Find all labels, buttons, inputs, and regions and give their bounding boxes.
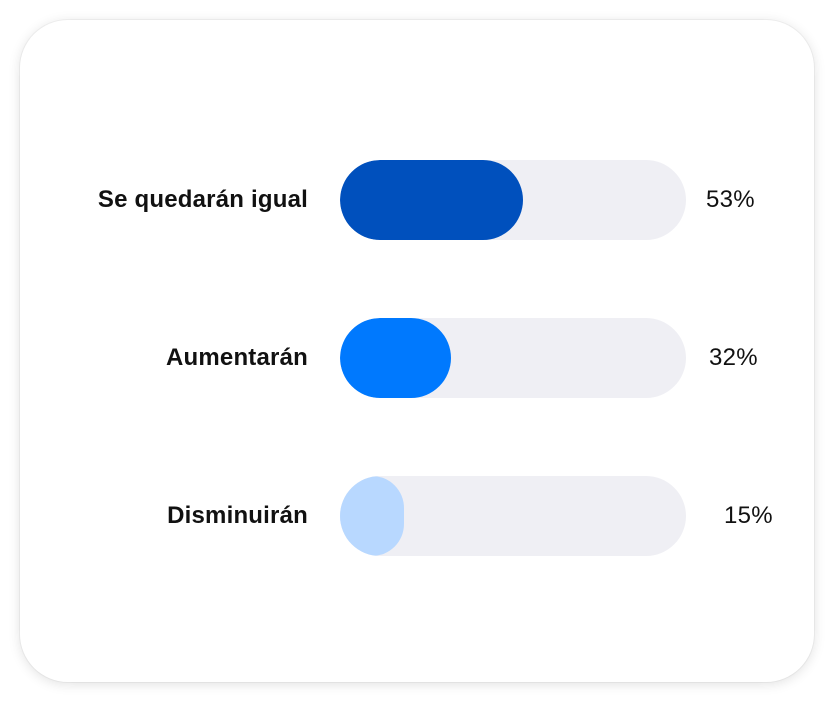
bar-row-disminuiran: Disminuirán 15% — [20, 476, 814, 556]
bar-value-label: 32% — [709, 344, 758, 371]
bar-track — [340, 160, 686, 240]
bar-label: Se quedarán igual — [97, 186, 308, 213]
bar-value-label: 15% — [724, 502, 773, 529]
bar-label: Aumentarán — [165, 344, 308, 371]
bar-value-label: 53% — [706, 186, 755, 213]
bar-fill — [340, 476, 404, 556]
bar-fill — [340, 318, 451, 398]
bar-track — [340, 476, 686, 556]
bar-fill — [340, 160, 524, 240]
bar-row-se-quedaran-igual: Se quedarán igual 53% — [20, 160, 814, 240]
bar-track — [340, 318, 686, 398]
bar-label: Disminuirán — [167, 502, 308, 529]
chart-card: Se quedarán igual 53% Aumentarán 32% Dis… — [20, 20, 814, 682]
bar-row-aumentaran: Aumentarán 32% — [20, 318, 814, 398]
